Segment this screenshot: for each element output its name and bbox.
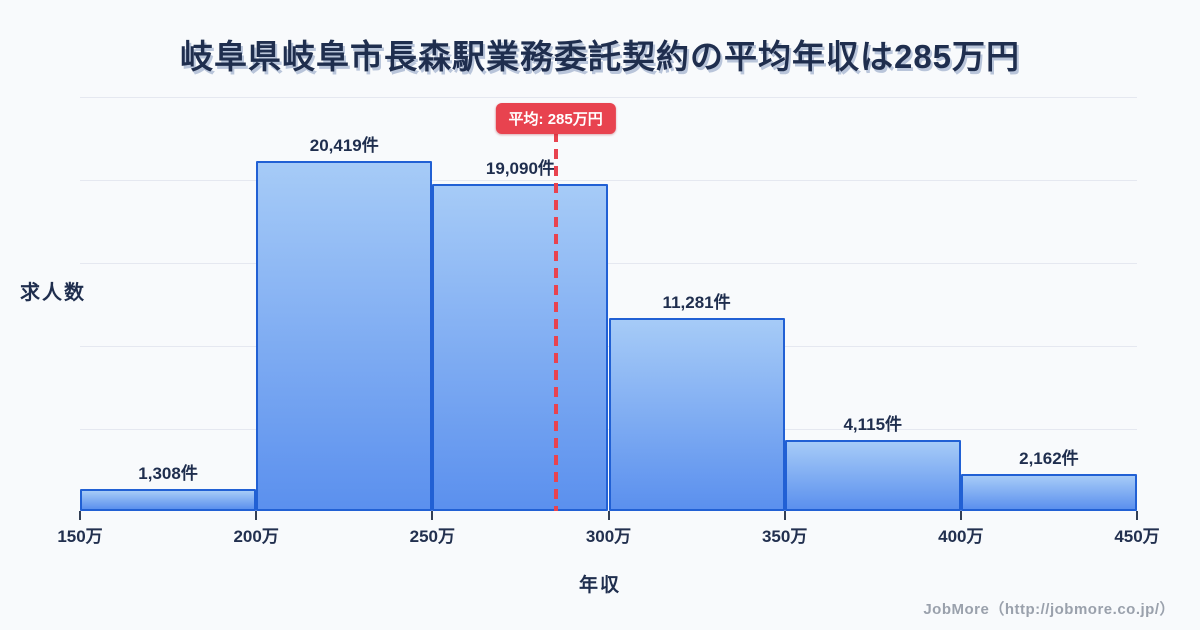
bar-value-label: 19,090件 (485, 159, 555, 178)
histogram-bar (432, 184, 609, 511)
histogram-bar (608, 318, 785, 511)
bar-value-label: 11,281件 (662, 293, 731, 312)
x-axis-tick (431, 511, 434, 520)
x-axis-tick (959, 511, 962, 520)
gridline (80, 263, 1137, 264)
footer-credit: JobMore（http://jobmore.co.jp/） (923, 601, 1175, 618)
x-axis-tick-label: 300万 (585, 527, 632, 546)
bar-value-label: 2,162件 (1019, 449, 1079, 468)
x-axis-tick (607, 511, 610, 520)
x-axis-tick (79, 511, 81, 520)
average-badge: 平均: 285万円 (495, 103, 616, 134)
x-axis-tick-label: 350万 (761, 527, 808, 546)
histogram-bar (80, 489, 257, 511)
x-axis-title: 年収 (578, 575, 621, 596)
average-line (553, 132, 558, 511)
x-axis-tick (255, 511, 258, 520)
x-axis-tick-label: 150万 (57, 527, 103, 546)
y-axis-title: 求人数 (20, 282, 86, 304)
page-title: 岐阜県岐阜市長森駅業務委託契約の平均年収は285万円 (179, 38, 1021, 75)
bar-value-label: 20,419件 (309, 136, 379, 155)
bar-value-label: 1,308件 (138, 464, 198, 483)
gridline (80, 97, 1137, 98)
histogram-bar (256, 161, 433, 511)
histogram-bar (960, 474, 1137, 511)
x-axis-tick-label: 400万 (938, 527, 984, 546)
x-axis-tick-label: 450万 (1114, 527, 1160, 546)
x-axis-tick-label: 200万 (233, 527, 279, 546)
x-axis-tick-label: 250万 (409, 527, 456, 546)
x-axis-tick (783, 511, 786, 520)
x-axis-tick (1136, 511, 1138, 520)
histogram-bar (784, 440, 961, 511)
bar-value-label: 4,115件 (843, 415, 903, 434)
gridline (80, 180, 1137, 181)
